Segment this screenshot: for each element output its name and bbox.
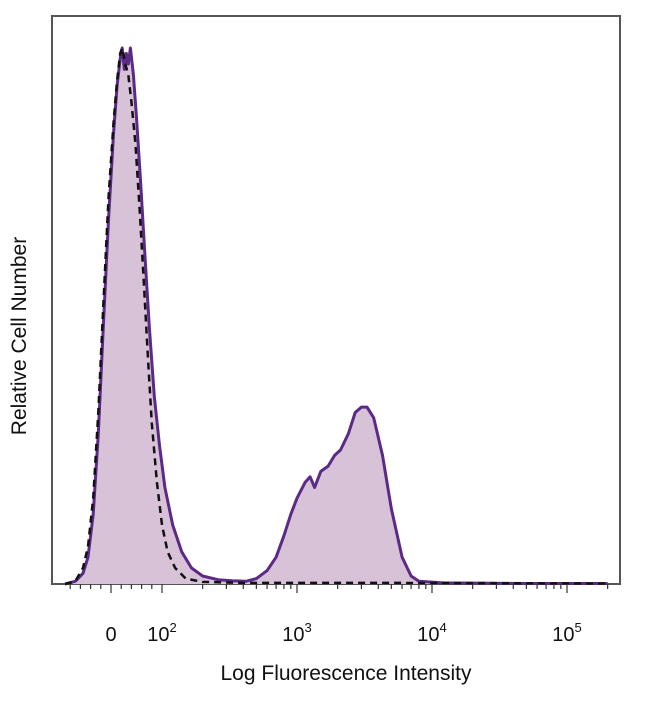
series-layer xyxy=(64,46,608,586)
x-axis-title: Log Fluorescence Intensity xyxy=(221,662,472,685)
x-tick-label: 104 xyxy=(417,620,446,646)
x-tick-label: 105 xyxy=(552,620,581,646)
filled-histogram-area xyxy=(65,48,608,584)
x-tick-label: 102 xyxy=(147,620,176,646)
x-tick-label: 0 xyxy=(105,624,116,646)
dashed-histogram-line xyxy=(64,46,608,586)
x-tick-label: 103 xyxy=(282,620,311,646)
y-axis-title: Relative Cell Number xyxy=(8,237,31,435)
x-axis-ticks: 0 102 103 104 105 xyxy=(69,584,609,646)
